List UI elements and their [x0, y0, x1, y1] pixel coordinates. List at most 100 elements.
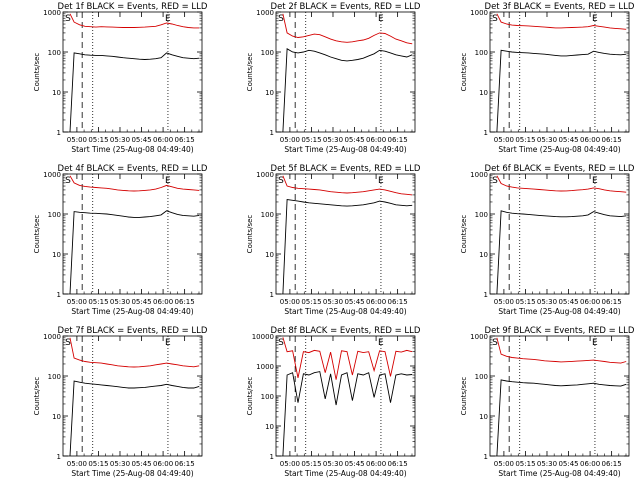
y-tick-label: 1000: [256, 171, 274, 179]
events-series-line: [69, 210, 200, 295]
x-tick-label: 06:00: [366, 136, 386, 144]
end-marker-label: E: [165, 14, 171, 24]
start-marker-label: S: [492, 338, 498, 348]
x-tick-label: 06:00: [153, 460, 173, 468]
x-tick-label: 05:00: [67, 460, 87, 468]
lld-series-line: [282, 337, 413, 380]
x-tick-label: 06:15: [175, 298, 195, 306]
events-series-line: [282, 48, 413, 133]
end-marker-label: E: [378, 338, 384, 348]
plot-frame: [489, 335, 630, 457]
y-tick-label: 10000: [252, 333, 274, 341]
chart-title: Det 3f BLACK = Events, RED = LLD: [485, 2, 635, 12]
end-marker-label: E: [378, 176, 384, 186]
y-tick-label: 1: [270, 291, 274, 299]
y-tick-label: 100: [475, 211, 488, 219]
events-series-line: [282, 371, 413, 457]
end-marker-label: E: [378, 14, 384, 24]
y-tick-label: 10: [265, 251, 274, 259]
x-tick-label: 06:15: [175, 136, 195, 144]
end-marker-label: E: [165, 338, 171, 348]
x-tick-label: 05:15: [301, 460, 321, 468]
y-tick-label: 1: [484, 129, 488, 137]
x-axis-label: Start Time (25-Aug-08 04:49:40): [71, 469, 193, 478]
x-tick-label: 05:45: [558, 136, 578, 144]
x-tick-label: 06:15: [388, 298, 408, 306]
y-tick-label: 1: [270, 129, 274, 137]
x-tick-label: 05:30: [110, 298, 130, 306]
start-marker-label: S: [65, 176, 71, 186]
x-tick-label: 05:00: [67, 298, 87, 306]
y-axis-label: Counts/sec: [246, 215, 254, 254]
y-tick-label: 10: [52, 413, 61, 421]
x-tick-label: 05:30: [323, 298, 343, 306]
events-series-line: [496, 210, 627, 295]
plot-frame: [275, 173, 416, 295]
lld-series-line: [282, 175, 413, 196]
start-marker-label: S: [492, 176, 498, 186]
x-tick-label: 05:45: [344, 298, 364, 306]
x-tick-label: 05:30: [110, 136, 130, 144]
x-tick-label: 05:45: [558, 460, 578, 468]
y-axis-label: Counts/sec: [33, 215, 41, 254]
start-marker-label: S: [492, 14, 498, 24]
x-tick-label: 05:00: [67, 136, 87, 144]
chart-panel-2: Det 2f BLACK = Events, RED = LLD 1 10 100 10…: [246, 2, 421, 154]
x-tick-label: 06:00: [366, 298, 386, 306]
y-tick-label: 100: [48, 211, 61, 219]
x-tick-label: 05:15: [88, 298, 108, 306]
x-tick-label: 05:15: [515, 460, 535, 468]
y-axis-label: Counts/sec: [33, 377, 41, 416]
y-tick-label: 10: [265, 423, 274, 431]
x-tick-label: 06:15: [388, 136, 408, 144]
x-tick-label: 06:15: [175, 460, 195, 468]
x-tick-label: 05:45: [344, 136, 364, 144]
x-axis-label: Start Time (25-Aug-08 04:49:40): [498, 145, 620, 154]
chart-title: Det 9f BLACK = Events, RED = LLD: [485, 326, 635, 336]
y-axis-label: Counts/sec: [460, 215, 468, 254]
y-tick-label: 10: [479, 413, 488, 421]
start-marker-label: S: [65, 14, 71, 24]
y-tick-label: 100: [48, 373, 61, 381]
lld-series-line: [496, 337, 627, 364]
y-tick-label: 1: [484, 453, 488, 461]
chart-title: Det 2f BLACK = Events, RED = LLD: [271, 2, 421, 12]
start-marker-label: S: [278, 338, 284, 348]
y-tick-label: 100: [48, 49, 61, 57]
y-tick-label: 1000: [43, 171, 61, 179]
y-tick-label: 1000: [43, 9, 61, 17]
x-tick-label: 05:45: [131, 298, 151, 306]
events-series-line: [69, 52, 200, 133]
y-tick-label: 1: [57, 453, 61, 461]
x-tick-label: 05:00: [494, 136, 514, 144]
x-tick-label: 06:00: [580, 460, 600, 468]
chart-panel-3: Det 3f BLACK = Events, RED = LLD 1 10 100 10…: [460, 2, 635, 154]
lld-series-line: [496, 175, 627, 193]
x-tick-label: 06:00: [366, 460, 386, 468]
end-marker-label: E: [165, 176, 171, 186]
y-tick-label: 1: [57, 129, 61, 137]
y-tick-label: 10: [52, 251, 61, 259]
lld-series-line: [69, 13, 200, 29]
x-tick-label: 05:00: [280, 136, 300, 144]
x-tick-label: 06:00: [153, 136, 173, 144]
x-tick-label: 05:00: [280, 298, 300, 306]
y-axis-label: Counts/sec: [33, 53, 41, 92]
chart-title: Det 8f BLACK = Events, RED = LLD: [271, 326, 421, 336]
x-tick-label: 05:00: [280, 460, 300, 468]
x-axis-label: Start Time (25-Aug-08 04:49:40): [498, 469, 620, 478]
start-marker-label: S: [65, 338, 71, 348]
y-tick-label: 10: [479, 251, 488, 259]
end-marker-label: E: [592, 176, 598, 186]
x-tick-label: 05:30: [537, 298, 557, 306]
y-tick-label: 100: [261, 49, 274, 57]
y-axis-label: Counts/sec: [460, 53, 468, 92]
x-tick-label: 05:45: [558, 298, 578, 306]
x-axis-label: Start Time (25-Aug-08 04:49:40): [284, 469, 406, 478]
chart-panel-9: Det 9f BLACK = Events, RED = LLD 1 10 100 10…: [460, 326, 635, 478]
y-tick-label: 1: [270, 453, 274, 461]
y-axis-label: Counts/sec: [246, 53, 254, 92]
chart-title: Det 4f BLACK = Events, RED = LLD: [58, 164, 208, 174]
chart-title: Det 7f BLACK = Events, RED = LLD: [58, 326, 208, 336]
